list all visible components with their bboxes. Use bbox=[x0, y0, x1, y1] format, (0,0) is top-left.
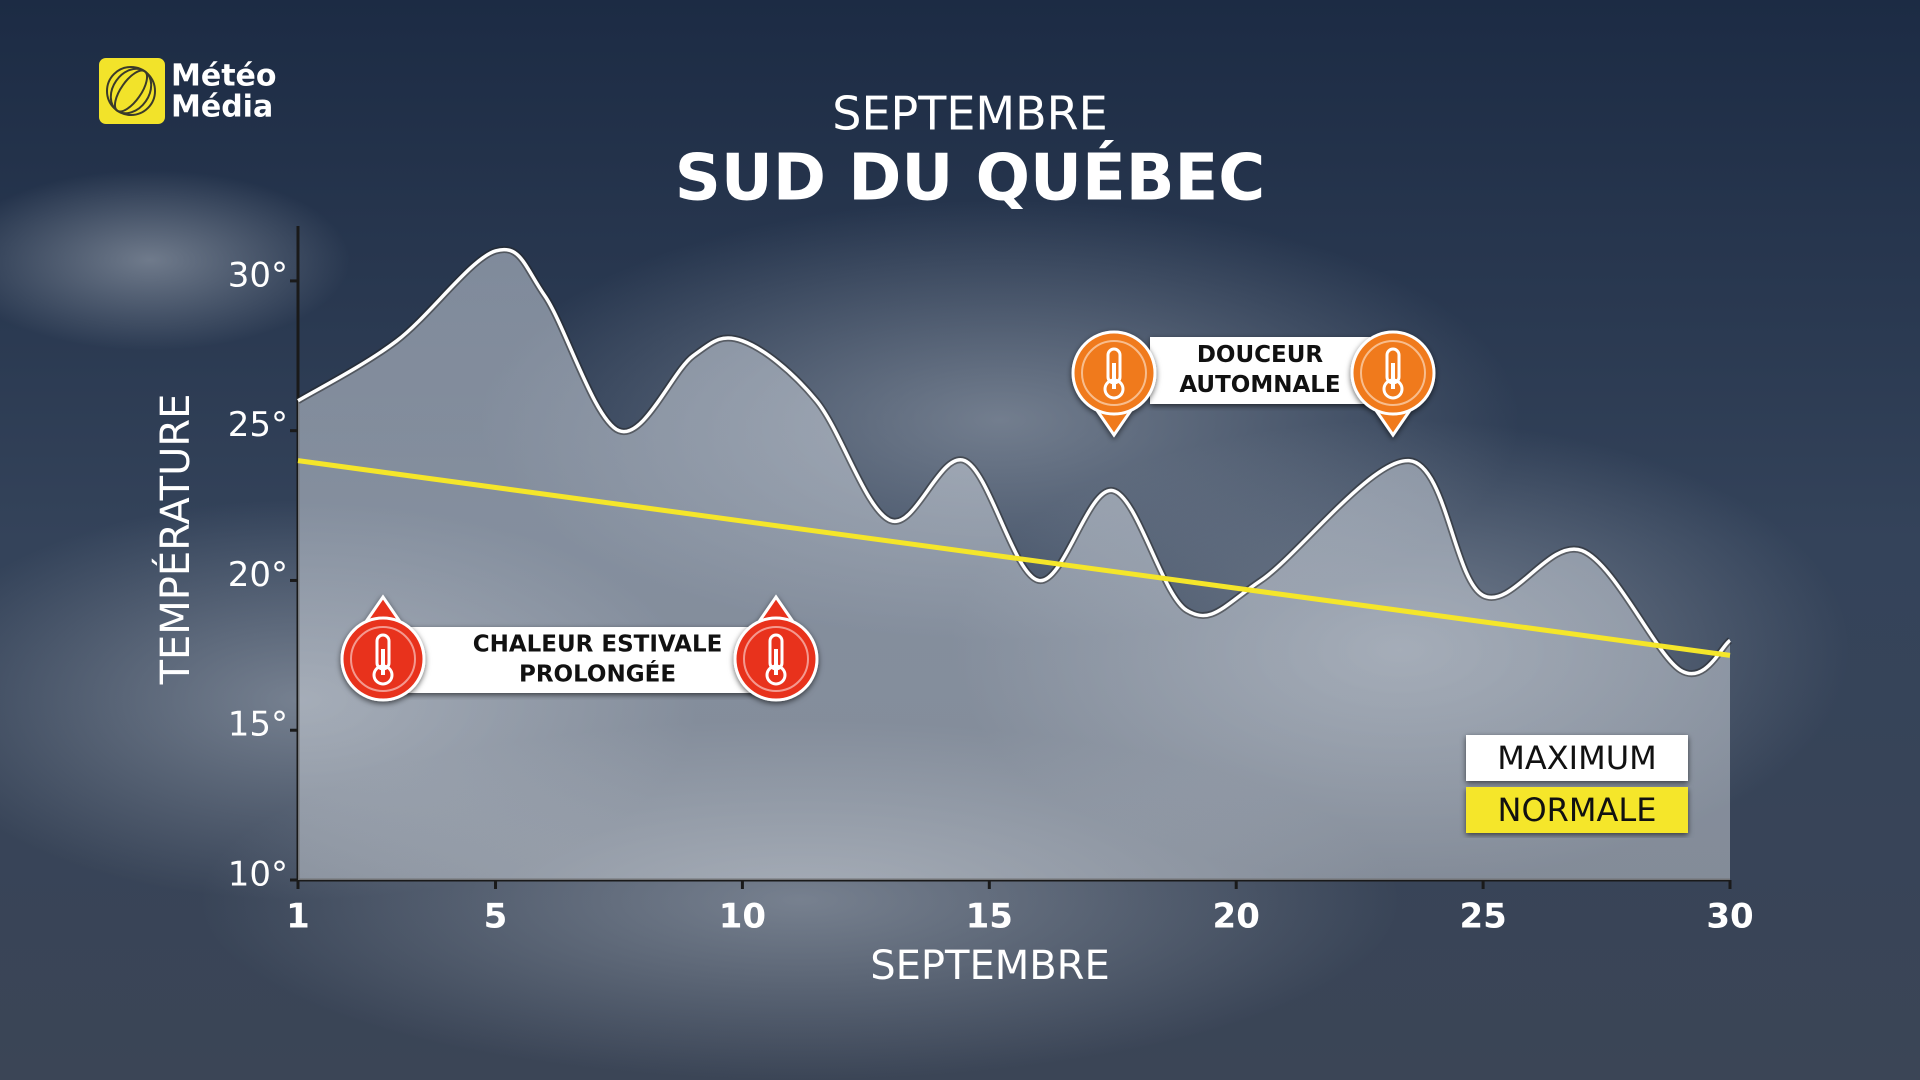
x-tick-label: 30 bbox=[1706, 897, 1753, 937]
pin-inner bbox=[1360, 340, 1426, 406]
x-tick-label: 25 bbox=[1459, 897, 1506, 937]
annotation-text: CHALEUR ESTIVALE bbox=[473, 632, 723, 658]
x-axis-label: SEPTEMBRE bbox=[870, 943, 1110, 989]
y-tick-label: 25° bbox=[228, 405, 288, 445]
y-tick-label: 30° bbox=[228, 255, 288, 295]
logo-globe bbox=[106, 66, 156, 116]
x-tick-label: 15 bbox=[966, 897, 1013, 937]
logo-text: Média bbox=[171, 90, 273, 125]
line bbox=[297, 458, 1731, 658]
x-tick-label: 5 bbox=[484, 897, 508, 937]
thermometer-pin bbox=[1350, 330, 1436, 438]
thermometer-pin bbox=[1071, 330, 1157, 438]
line bbox=[297, 247, 1732, 676]
y-tick-label: 15° bbox=[228, 705, 288, 745]
thermometer-pin bbox=[340, 594, 426, 702]
logo-text: Météo bbox=[171, 59, 277, 94]
chart-title: SEPTEMBRE bbox=[832, 87, 1107, 141]
annotation-banner bbox=[405, 627, 790, 693]
annotation-text: DOUCEUR bbox=[1197, 342, 1324, 368]
pin-inner bbox=[743, 626, 809, 692]
annotation-text: AUTOMNALE bbox=[1179, 372, 1340, 398]
legend-label: MAXIMUM bbox=[1497, 739, 1657, 777]
plot bbox=[290, 226, 1733, 889]
y-tick-label: 20° bbox=[228, 555, 288, 595]
annotation-banner bbox=[1150, 337, 1370, 404]
x-tick-label: 10 bbox=[719, 897, 766, 937]
pin-inner bbox=[350, 626, 416, 692]
y-axis-label: TEMPÉRATURE bbox=[151, 394, 199, 686]
pin-inner bbox=[1081, 340, 1147, 406]
legend-swatch bbox=[1466, 735, 1688, 781]
chart-subtitle: SUD DU QUÉBEC bbox=[675, 140, 1265, 216]
x-tick-label: 1 bbox=[286, 897, 310, 937]
legend-label: NORMALE bbox=[1498, 791, 1657, 829]
x-tick-label: 20 bbox=[1213, 897, 1260, 937]
legend-swatch bbox=[1466, 787, 1688, 833]
y-tick-label: 10° bbox=[228, 855, 288, 895]
annotation-text: PROLONGÉE bbox=[519, 660, 676, 688]
thermometer-pin bbox=[733, 594, 819, 702]
